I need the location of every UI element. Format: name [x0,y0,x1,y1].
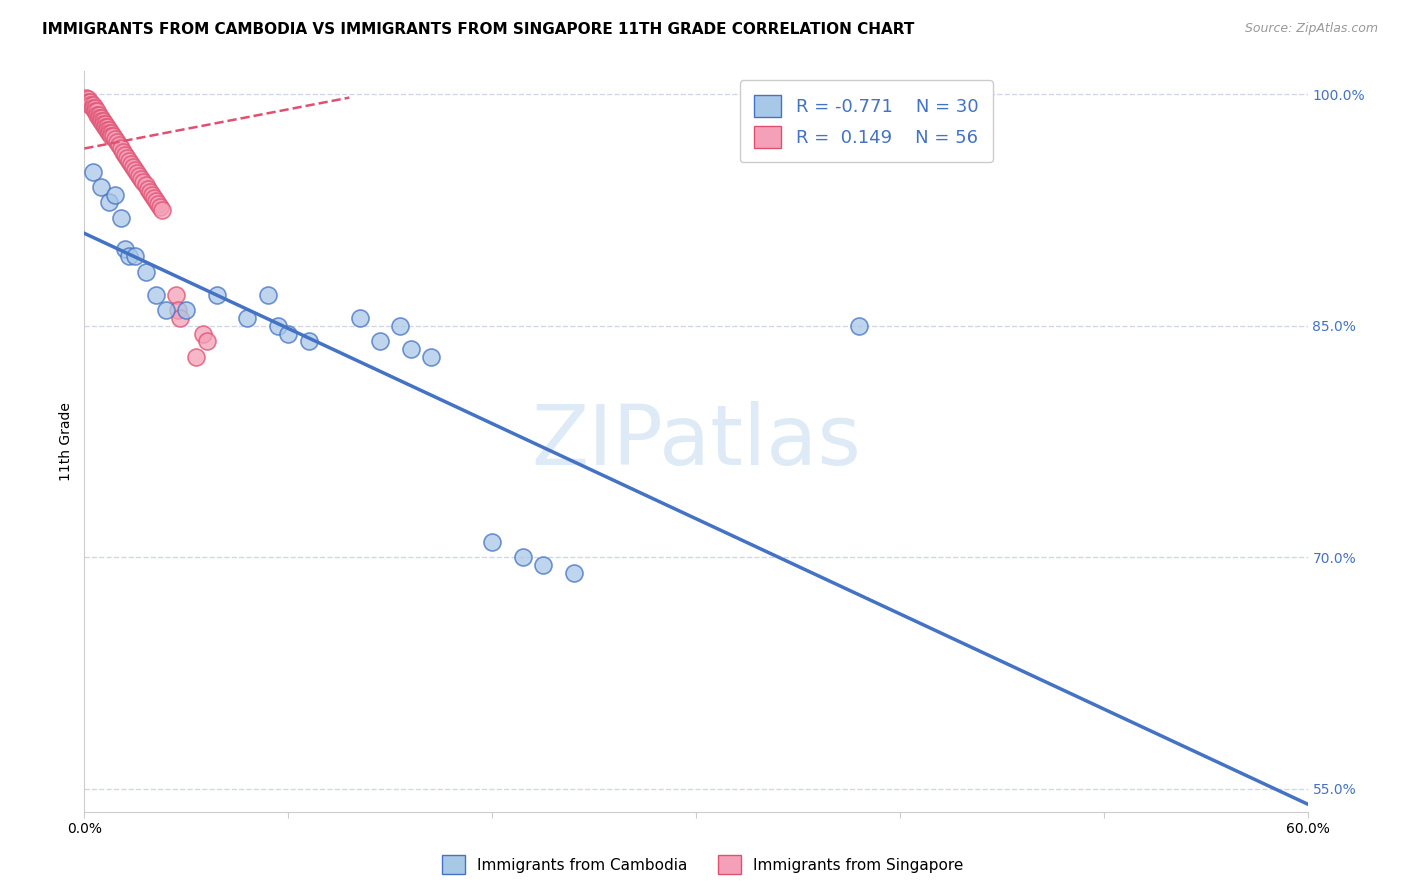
Point [120,157,142,171]
Point [169,311,191,326]
Point [77,95,100,110]
Point [131,172,153,186]
Point [100,129,122,144]
Point [186,350,208,364]
Point [349,311,371,326]
Point [132,175,155,189]
Point [205,288,228,302]
Point [91,113,114,128]
Point [96,123,118,137]
Point [128,169,150,184]
Point [122,160,145,174]
Point [145,194,167,208]
Point [141,187,163,202]
Point [93,120,115,134]
Point [531,558,554,572]
Y-axis label: 11th Grade: 11th Grade [59,402,73,481]
Point [136,181,159,195]
Point [389,318,412,333]
Point [90,180,112,194]
Point [257,288,280,302]
Text: IMMIGRANTS FROM CAMBODIA VS IMMIGRANTS FROM SINGAPORE 11TH GRADE CORRELATION CHA: IMMIGRANTS FROM CAMBODIA VS IMMIGRANTS F… [42,22,914,37]
Point [91,117,114,131]
Point [114,147,136,161]
Point [96,120,118,134]
Point [1236,881,1258,892]
Point [267,318,290,333]
Point [142,191,165,205]
Point [75,90,97,104]
Point [87,107,110,121]
Point [108,138,131,153]
Point [368,334,391,349]
Point [399,342,422,356]
Point [82,164,104,178]
Point [90,113,112,128]
Point [105,136,128,150]
Text: Source: ZipAtlas.com: Source: ZipAtlas.com [1244,22,1378,36]
Point [118,249,141,264]
Point [848,318,870,333]
Point [97,123,120,137]
Point [145,288,167,302]
Point [77,92,100,106]
Legend: Immigrants from Cambodia, Immigrants from Singapore: Immigrants from Cambodia, Immigrants fro… [436,849,970,880]
Point [87,111,110,125]
Point [124,163,146,178]
Point [118,153,141,168]
Point [155,303,177,318]
Point [110,141,132,155]
Point [83,101,105,115]
Point [124,249,146,264]
Point [114,242,136,256]
Point [83,104,105,119]
Point [79,95,101,110]
Point [165,288,187,302]
Point [191,326,214,341]
Point [104,187,127,202]
Text: ZIPatlas: ZIPatlas [531,401,860,482]
Point [97,126,120,140]
Point [481,534,503,549]
Point [167,303,190,318]
Point [104,132,127,146]
Point [110,211,132,225]
Point [150,203,173,218]
Point [101,129,124,144]
Point [1215,889,1237,892]
Point [149,200,172,214]
Point [82,98,104,112]
Point [112,145,135,159]
Point [97,195,120,210]
Point [90,111,112,125]
Point [512,550,534,565]
Point [115,151,138,165]
Point [100,126,122,140]
Point [82,101,104,115]
Point [135,178,157,193]
Point [86,104,108,119]
Point [420,350,443,364]
Point [562,566,585,580]
Point [86,107,108,121]
Point [138,185,160,199]
Point [236,311,259,326]
Point [135,265,157,279]
Legend: R = -0.771    N = 30, R =  0.149    N = 56: R = -0.771 N = 30, R = 0.149 N = 56 [740,80,993,162]
Point [277,326,299,341]
Point [127,166,149,180]
Point [174,303,197,318]
Point [93,117,115,131]
Point [79,98,101,112]
Point [195,334,218,349]
Point [298,334,321,349]
Point [146,197,169,211]
